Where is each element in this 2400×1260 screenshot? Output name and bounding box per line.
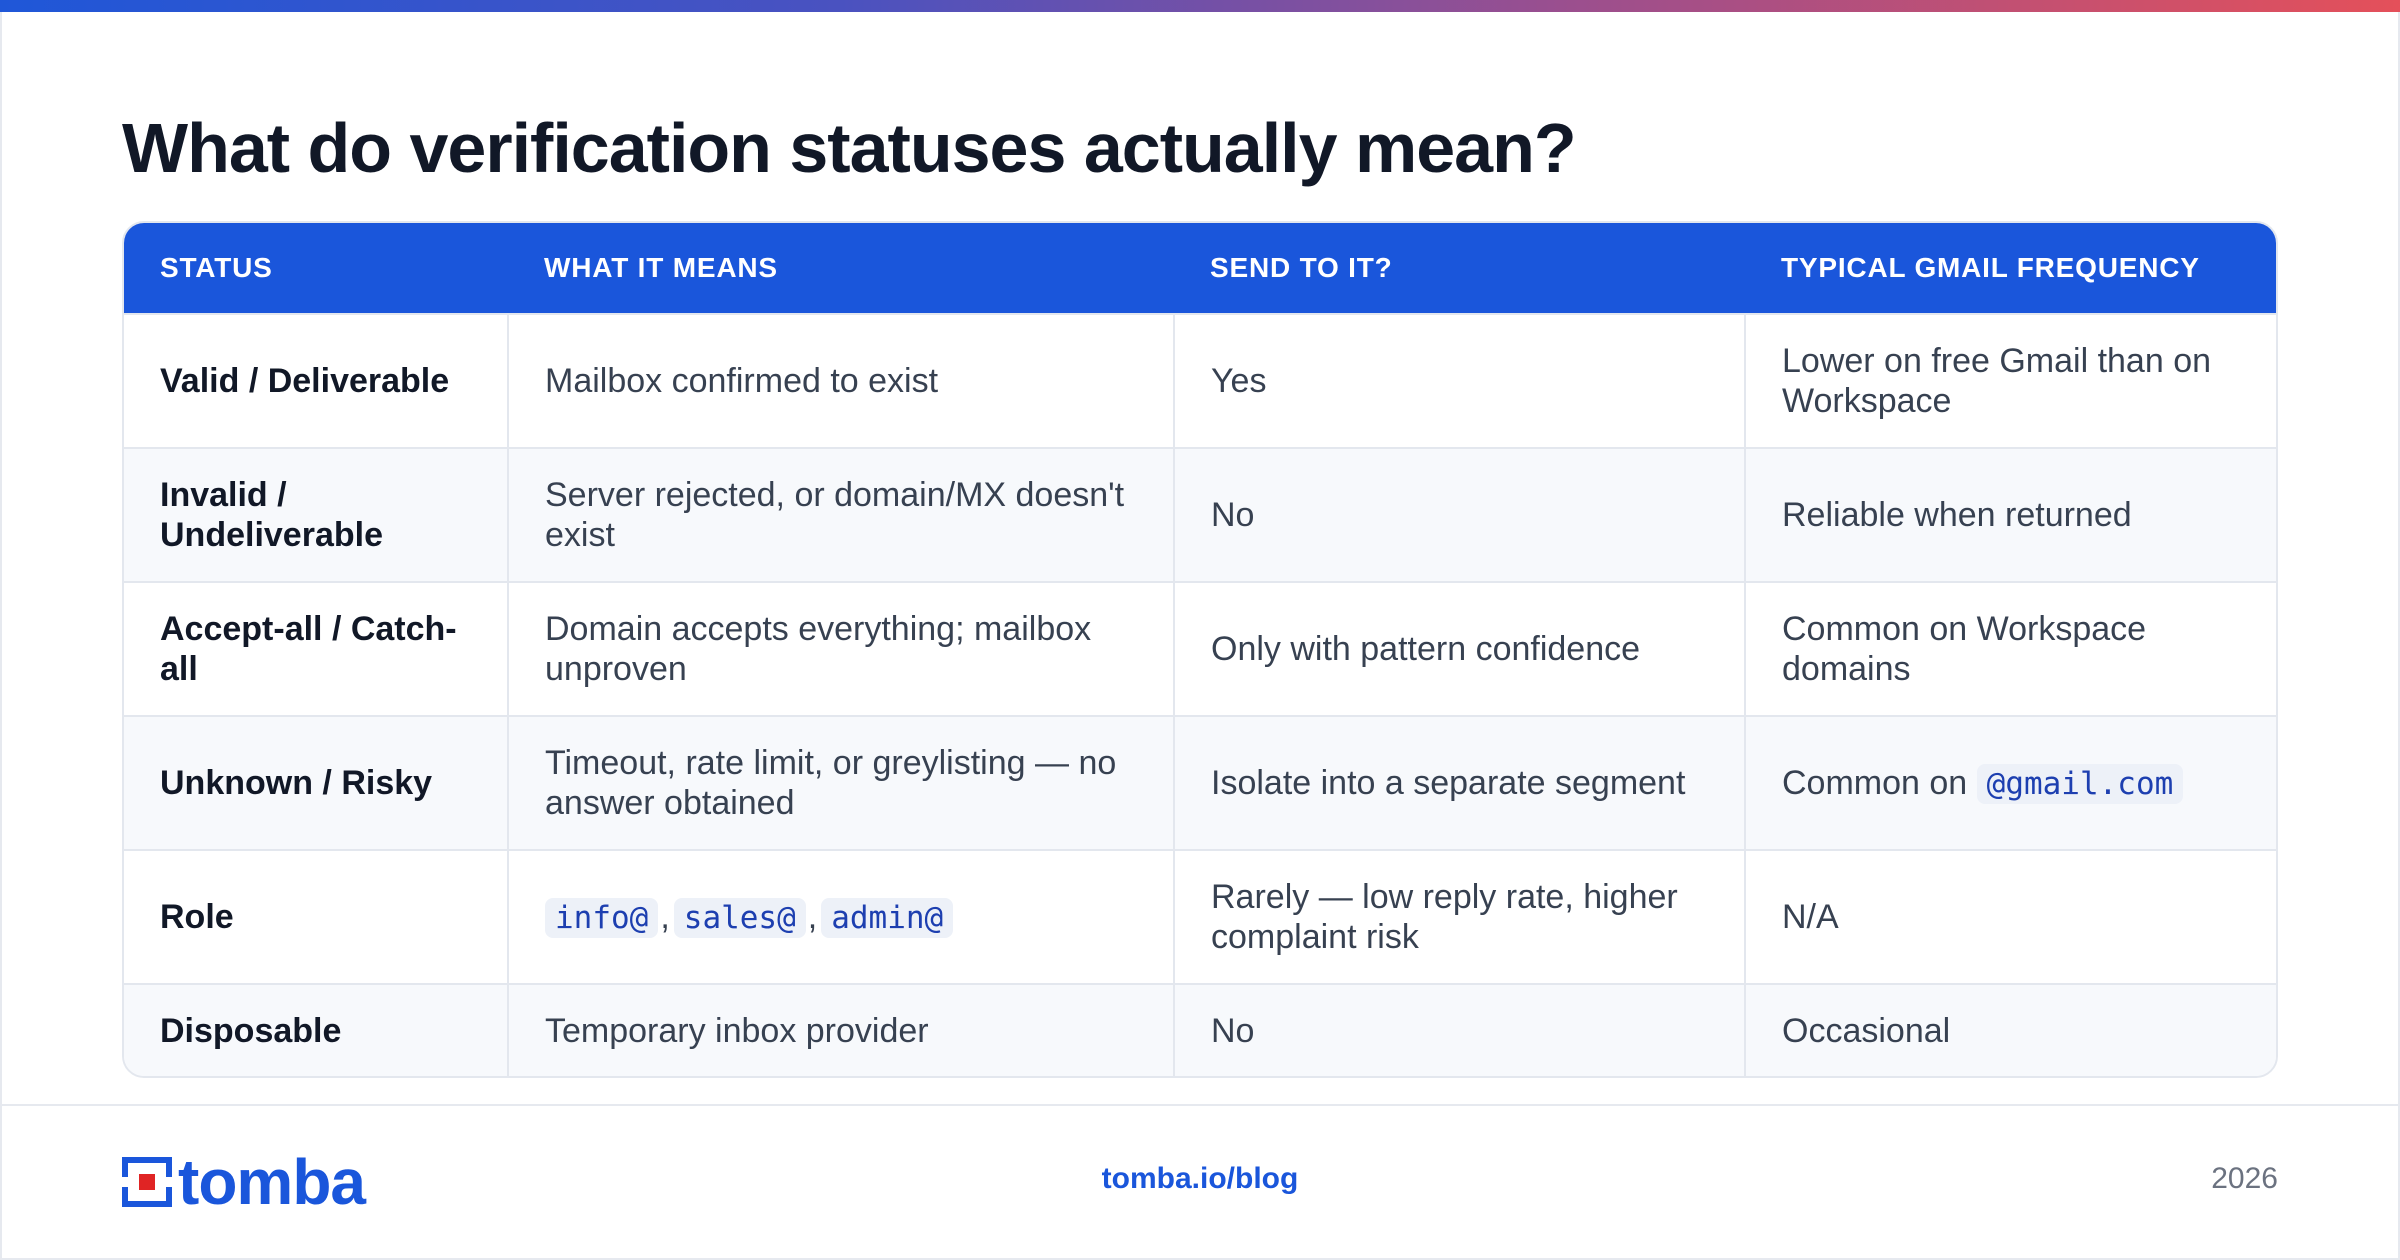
tomba-logo[interactable]: tomba bbox=[122, 1146, 366, 1218]
table-row: Disposable Temporary inbox provider No O… bbox=[124, 983, 2276, 1076]
meaning-cell: Server rejected, or domain/MX doesn't ex… bbox=[507, 447, 1174, 582]
page-title: What do verification statuses actually m… bbox=[122, 109, 1577, 187]
status-cell: Disposable bbox=[124, 983, 508, 1076]
meaning-cell: Temporary inbox provider bbox=[507, 983, 1174, 1076]
code-separator: , bbox=[660, 897, 670, 936]
frequency-cell: Lower on free Gmail than on Workspace bbox=[1744, 313, 2276, 448]
frequency-text: Common on bbox=[1782, 763, 1968, 802]
table-row: Valid / Deliverable Mailbox confirmed to… bbox=[124, 313, 2276, 448]
logo-wordmark: tomba bbox=[178, 1146, 366, 1218]
status-cell: Accept-all / Catch-all bbox=[124, 581, 508, 716]
code-separator: , bbox=[807, 897, 818, 936]
frequency-cell: Common on @gmail.com bbox=[1744, 715, 2276, 850]
header-send: SEND TO IT? bbox=[1174, 223, 1745, 314]
role-code-sales: sales@ bbox=[673, 897, 806, 938]
table-row: Unknown / Risky Timeout, rate limit, or … bbox=[124, 715, 2276, 850]
table-row: Role info@, sales@, admin@ Rarely — low re… bbox=[124, 849, 2276, 984]
table-header-row: STATUS WHAT IT MEANS SEND TO IT? TYPICAL… bbox=[124, 223, 2276, 314]
send-cell: Rarely — low reply rate, higher complain… bbox=[1173, 849, 1745, 984]
table-row: Accept-all / Catch-all Domain accepts ev… bbox=[124, 581, 2276, 716]
send-cell: Yes bbox=[1173, 313, 1745, 448]
header-frequency: TYPICAL GMAIL FREQUENCY bbox=[1745, 223, 2276, 314]
domain-code: @gmail.com bbox=[1976, 763, 2184, 804]
gradient-top-bar bbox=[0, 0, 2400, 12]
role-code-info: info@ bbox=[545, 897, 659, 938]
send-cell: Isolate into a separate segment bbox=[1173, 715, 1745, 850]
role-code-admin: admin@ bbox=[821, 897, 954, 938]
header-meaning: WHAT IT MEANS bbox=[508, 223, 1174, 314]
meaning-cell: Timeout, rate limit, or greylisting — no… bbox=[507, 715, 1174, 850]
frequency-cell: Reliable when returned bbox=[1744, 447, 2276, 582]
status-cell: Role bbox=[124, 849, 508, 984]
frequency-cell: Occasional bbox=[1744, 983, 2276, 1076]
status-cell: Unknown / Risky bbox=[124, 715, 508, 850]
meaning-cell: Domain accepts everything; mailbox unpro… bbox=[507, 581, 1174, 716]
footer-divider bbox=[0, 1104, 2400, 1106]
footer-year: 2026 bbox=[2211, 1162, 2278, 1195]
send-cell: No bbox=[1173, 983, 1745, 1076]
status-cell: Invalid / Undeliverable bbox=[124, 447, 508, 582]
tomba-logo-icon bbox=[122, 1157, 172, 1207]
meaning-cell: Mailbox confirmed to exist bbox=[507, 313, 1174, 448]
blog-link[interactable]: tomba.io/blog bbox=[1101, 1162, 1299, 1195]
status-cell: Valid / Deliverable bbox=[124, 313, 508, 448]
table-row: Invalid / Undeliverable Server rejected,… bbox=[124, 447, 2276, 582]
frequency-cell: Common on Workspace domains bbox=[1744, 581, 2276, 716]
send-cell: Only with pattern confidence bbox=[1173, 581, 1745, 716]
status-table: STATUS WHAT IT MEANS SEND TO IT? TYPICAL… bbox=[122, 221, 2278, 1078]
send-cell: No bbox=[1173, 447, 1745, 582]
frequency-cell: N/A bbox=[1744, 849, 2276, 984]
header-status: STATUS bbox=[124, 223, 508, 314]
meaning-cell: info@, sales@, admin@ bbox=[507, 849, 1174, 984]
